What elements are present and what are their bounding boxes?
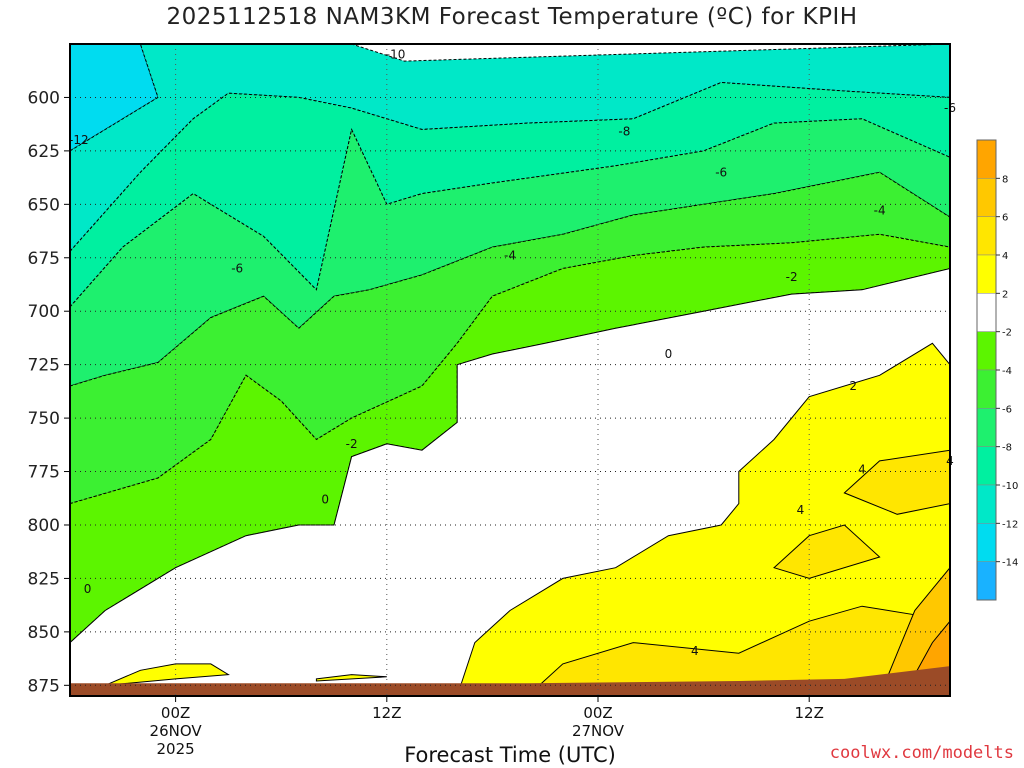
contour-label: 0	[84, 582, 92, 596]
colorbar-tick-label: 8	[1002, 174, 1008, 185]
colorbar-bin	[976, 216, 997, 256]
temperature-region-7	[456, 342, 950, 696]
colorbar-bin	[976, 484, 997, 524]
contour-label: 4	[691, 644, 699, 658]
contour-label: -2	[346, 437, 358, 451]
x-tick-label: 12Z	[795, 704, 824, 722]
y-tick-label: 850	[28, 623, 60, 643]
y-tick-label: 700	[28, 302, 60, 322]
contour-label: -12	[69, 133, 89, 147]
y-axis: 600 625 650 675 700 725 750 775 800 825 850 875	[28, 88, 70, 696]
contour-label: 2	[849, 379, 857, 393]
chart-title: 2025112518 NAM3KM Forecast Temperature (…	[166, 4, 858, 30]
y-tick-label: 875	[28, 676, 60, 696]
y-tick-label: 725	[28, 356, 60, 376]
colorbar-bin	[976, 139, 997, 179]
colorbar-bin	[976, 254, 997, 294]
x-tick-label: 26NOV	[150, 722, 203, 740]
x-axis-label: Forecast Time (UTC)	[404, 743, 616, 767]
colorbar-bin	[976, 178, 997, 217]
contour-label: -8	[618, 125, 630, 139]
colorbar-bin	[976, 561, 997, 601]
y-tick-label: 600	[28, 88, 60, 108]
x-tick-label: 27NOV	[572, 722, 625, 740]
contour-label: -6	[231, 261, 243, 275]
x-tick-label: 2025	[157, 740, 195, 758]
colorbar-tick-label: 4	[1002, 251, 1008, 262]
temperature-region-9	[773, 524, 881, 579]
y-tick-label: 625	[28, 142, 60, 162]
y-tick-label: 675	[28, 249, 60, 269]
contour-label: -2	[786, 270, 798, 284]
colorbar-bin	[976, 369, 997, 409]
grid-layer	[70, 44, 950, 696]
credit-text: coolwx.com/modelts	[829, 743, 1014, 763]
colorbar-bin	[976, 293, 997, 332]
temperature-region-13	[105, 663, 230, 686]
colorbar-tick-label: 2	[1002, 289, 1008, 300]
x-tick-label: 12Z	[372, 704, 401, 722]
contour-label: 4	[797, 503, 805, 517]
y-tick-label: 750	[28, 409, 60, 429]
contour-label: 0	[665, 347, 673, 361]
y-tick-label: 775	[28, 463, 60, 483]
contour-label: -6	[715, 165, 727, 179]
temperature-region-10	[843, 449, 950, 515]
x-tick-label: 00Z	[583, 704, 612, 722]
colorbar-tick-label: 6	[1002, 213, 1008, 224]
temperature-region-8	[526, 605, 950, 696]
temperature-region-14	[315, 674, 387, 682]
colorbar-tick-label: -2	[1002, 328, 1012, 339]
colorbar-bin	[976, 446, 997, 486]
y-tick-label: 650	[28, 195, 60, 215]
x-tick-label: 00Z	[161, 704, 190, 722]
colorbar-tick-label: -14	[1002, 558, 1018, 569]
colorbar-tick-label: -6	[1002, 404, 1012, 415]
contour-label: -4	[874, 204, 886, 218]
colorbar: 8 6 4 2 -2 -4 -6 -8 -10 -12 -14	[976, 139, 1018, 601]
contour-label: -4	[504, 249, 516, 263]
plot-frame	[69, 43, 951, 697]
contour-label: 4	[858, 462, 866, 476]
colorbar-tick-label: -10	[1002, 481, 1018, 492]
contour-label: -10	[386, 48, 406, 62]
colorbar-bin	[976, 408, 997, 447]
contour-label: 0	[321, 492, 329, 506]
terrain-fill	[70, 666, 950, 696]
temperature-fill-layer	[70, 44, 950, 696]
colorbar-bin	[976, 523, 997, 562]
colorbar-tick-label: -12	[1002, 519, 1018, 530]
y-tick-label: 800	[28, 516, 60, 536]
colorbar-bin	[976, 331, 997, 371]
y-tick-label: 825	[28, 569, 60, 589]
colorbar-tick-label: -4	[1002, 366, 1012, 377]
colorbar-tick-label: -8	[1002, 443, 1012, 454]
